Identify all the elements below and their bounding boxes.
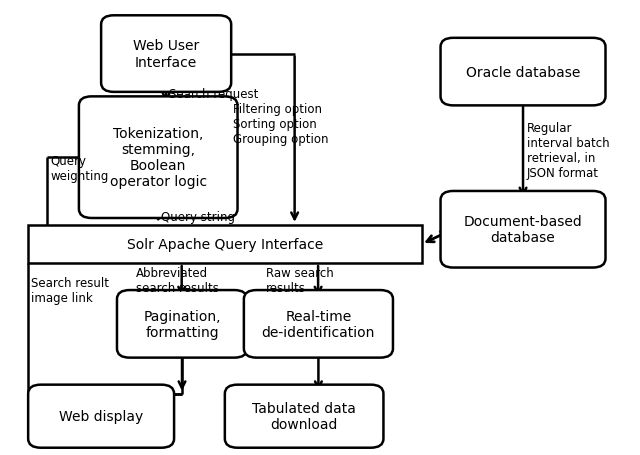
Text: Pagination,
formatting: Pagination, formatting — [143, 309, 221, 339]
Text: Query string: Query string — [161, 211, 236, 224]
Text: Real-time
de-identification: Real-time de-identification — [262, 309, 375, 339]
Text: Raw search
results: Raw search results — [266, 266, 334, 294]
Text: Abbreviated
search results: Abbreviated search results — [136, 266, 219, 294]
FancyBboxPatch shape — [28, 385, 174, 448]
Text: Search result
image link: Search result image link — [31, 277, 109, 304]
FancyBboxPatch shape — [440, 39, 605, 106]
Text: Query
weighting: Query weighting — [51, 155, 109, 183]
FancyBboxPatch shape — [101, 16, 231, 93]
Text: Tabulated data
download: Tabulated data download — [252, 401, 356, 431]
Text: Search request: Search request — [169, 88, 259, 101]
FancyBboxPatch shape — [79, 97, 237, 218]
Text: Web display: Web display — [59, 410, 143, 423]
Text: Solr Apache Query Interface: Solr Apache Query Interface — [127, 238, 323, 251]
FancyBboxPatch shape — [28, 225, 422, 263]
Text: Document-based
database: Document-based database — [463, 215, 582, 245]
FancyBboxPatch shape — [225, 385, 383, 448]
Text: Filtering option
Sorting option
Grouping option: Filtering option Sorting option Grouping… — [233, 103, 328, 146]
Text: Tokenization,
stemming,
Boolean
operator logic: Tokenization, stemming, Boolean operator… — [109, 126, 207, 189]
Text: Regular
interval batch
retrieval, in
JSON format: Regular interval batch retrieval, in JSO… — [527, 121, 609, 179]
Text: Oracle database: Oracle database — [466, 66, 580, 80]
FancyBboxPatch shape — [440, 192, 605, 268]
FancyBboxPatch shape — [244, 290, 393, 358]
Text: Web User
Interface: Web User Interface — [133, 40, 199, 70]
FancyBboxPatch shape — [117, 290, 247, 358]
